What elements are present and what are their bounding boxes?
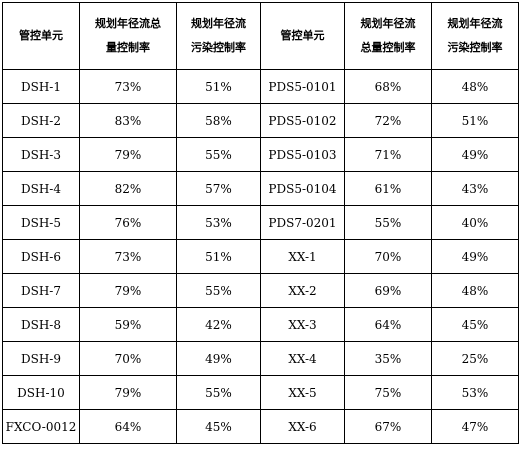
volume-rate-right-cell: 55% [344,205,432,240]
header-pollution-rate-left: 规划年径流 污染控制率 [176,2,261,70]
volume-rate-left-cell: 76% [79,205,177,240]
pollution-rate-left-cell: 45% [176,409,261,444]
volume-rate-right-cell: 67% [344,409,432,444]
pollution-rate-left-cell: 49% [176,341,261,376]
unit-left-cell: DSH-5 [2,205,80,240]
table-row: FXCO-0012 64% 45% XX-6 67% 47% [2,409,519,444]
pollution-rate-left-cell: 53% [176,205,261,240]
volume-rate-left-cell: 64% [79,409,177,444]
unit-right-cell: PDS5-0102 [260,103,345,138]
volume-rate-right-cell: 70% [344,239,432,274]
pollution-rate-left-cell: 42% [176,307,261,342]
table-row: DSH-10 79% 55% XX-5 75% 53% [2,375,519,410]
volume-rate-left-cell: 59% [79,307,177,342]
header-line: 规划年径流 [191,17,246,30]
unit-right-cell: XX-6 [260,409,345,444]
pollution-rate-right-cell: 48% [431,273,519,308]
unit-right-cell: XX-4 [260,341,345,376]
unit-left-cell: DSH-1 [2,69,80,104]
unit-left-cell: DSH-2 [2,103,80,138]
pollution-rate-left-cell: 51% [176,69,261,104]
volume-rate-left-cell: 79% [79,273,177,308]
unit-left-cell: DSH-4 [2,171,80,206]
unit-right-cell: XX-5 [260,375,345,410]
volume-rate-left-cell: 83% [79,103,177,138]
volume-rate-right-cell: 69% [344,273,432,308]
pollution-rate-right-cell: 49% [431,137,519,172]
pollution-rate-right-cell: 48% [431,69,519,104]
pollution-rate-left-cell: 55% [176,273,261,308]
volume-rate-left-cell: 70% [79,341,177,376]
table-row: DSH-9 70% 49% XX-4 35% 25% [2,341,519,376]
unit-left-cell: DSH-7 [2,273,80,308]
pollution-rate-left-cell: 57% [176,171,261,206]
unit-left-cell: FXCO-0012 [2,409,80,444]
table-row: DSH-8 59% 42% XX-3 64% 45% [2,307,519,342]
unit-left-cell: DSH-6 [2,239,80,274]
header-pollution-rate-right: 规划年径流 污染控制率 [431,2,519,70]
header-line: 污染控制率 [447,41,503,54]
header-line: 总量控制率 [360,41,416,54]
unit-left-cell: DSH-10 [2,375,80,410]
header-line: 管控单元 [280,29,325,42]
volume-rate-left-cell: 82% [79,171,177,206]
volume-rate-right-cell: 68% [344,69,432,104]
pollution-rate-right-cell: 49% [431,239,519,274]
unit-right-cell: XX-2 [260,273,345,308]
pollution-rate-right-cell: 25% [431,341,519,376]
volume-rate-right-cell: 61% [344,171,432,206]
unit-left-cell: DSH-3 [2,137,80,172]
table-body: DSH-1 73% 51% PDS5-0101 68% 48% DSH-2 83% 58% PDS… [2,69,519,444]
volume-rate-right-cell: 64% [344,307,432,342]
header-line: 规划年径流总 [95,17,161,30]
table-row: DSH-2 83% 58% PDS5-0102 72% 51% [2,103,519,138]
volume-rate-left-cell: 73% [79,239,177,274]
pollution-rate-right-cell: 40% [431,205,519,240]
unit-right-cell: PDS7-0201 [260,205,345,240]
table-row: DSH-6 73% 51% XX-1 70% 49% [2,239,519,274]
table-row: DSH-7 79% 55% XX-2 69% 48% [2,273,519,308]
header-unit-right: 管控单元 [260,2,345,70]
table-row: DSH-1 73% 51% PDS5-0101 68% 48% [2,69,519,104]
header-line: 污染控制率 [191,41,246,54]
volume-rate-right-cell: 35% [344,341,432,376]
header-row: 管控单元 规划年径流总 量控制率 规划年径流 污染控制率 管控单元 规划年径流 … [2,2,519,70]
table-row: DSH-4 82% 57% PDS5-0104 61% 43% [2,171,519,206]
pollution-rate-right-cell: 47% [431,409,519,444]
pollution-rate-left-cell: 55% [176,375,261,410]
volume-rate-left-cell: 79% [79,375,177,410]
unit-right-cell: PDS5-0101 [260,69,345,104]
pollution-rate-left-cell: 55% [176,137,261,172]
unit-right-cell: PDS5-0104 [260,171,345,206]
pollution-rate-right-cell: 45% [431,307,519,342]
pollution-rate-right-cell: 53% [431,375,519,410]
pollution-rate-right-cell: 43% [431,171,519,206]
pollution-rate-right-cell: 51% [431,103,519,138]
header-line: 规划年径流 [360,17,416,30]
control-rate-table: 管控单元 规划年径流总 量控制率 规划年径流 污染控制率 管控单元 规划年径流 … [2,2,519,444]
volume-rate-right-cell: 72% [344,103,432,138]
table-header: 管控单元 规划年径流总 量控制率 规划年径流 污染控制率 管控单元 规划年径流 … [2,2,519,70]
volume-rate-right-cell: 71% [344,137,432,172]
table-row: DSH-3 79% 55% PDS5-0103 71% 49% [2,137,519,172]
header-line: 管控单元 [19,29,63,42]
header-volume-rate-left: 规划年径流总 量控制率 [79,2,177,70]
table-row: DSH-5 76% 53% PDS7-0201 55% 40% [2,205,519,240]
pollution-rate-left-cell: 51% [176,239,261,274]
unit-right-cell: XX-1 [260,239,345,274]
unit-right-cell: PDS5-0103 [260,137,345,172]
unit-left-cell: DSH-8 [2,307,80,342]
unit-left-cell: DSH-9 [2,341,80,376]
unit-right-cell: XX-3 [260,307,345,342]
pollution-rate-left-cell: 58% [176,103,261,138]
volume-rate-right-cell: 75% [344,375,432,410]
volume-rate-left-cell: 73% [79,69,177,104]
header-line: 规划年径流 [447,17,503,30]
header-unit-left: 管控单元 [2,2,80,70]
volume-rate-left-cell: 79% [79,137,177,172]
header-line: 量控制率 [106,41,150,54]
header-volume-rate-right: 规划年径流 总量控制率 [344,2,432,70]
